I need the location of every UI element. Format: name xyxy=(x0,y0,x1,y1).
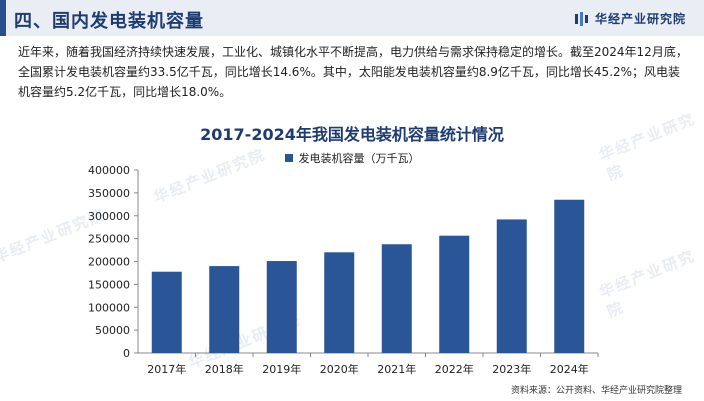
legend-swatch xyxy=(284,154,293,162)
y-tick-label: 200000 xyxy=(88,256,130,269)
page-title: 四、国内发电装机容量 xyxy=(14,11,204,32)
y-tick-label: 250000 xyxy=(88,233,130,246)
y-tick-label: 400000 xyxy=(88,164,130,177)
chart-title: 2017-2024年我国发电装机容量统计情况 xyxy=(200,125,504,144)
bar xyxy=(151,271,182,353)
legend: 发电装机容量（万千瓦） xyxy=(0,150,704,166)
bar xyxy=(381,244,412,353)
bar xyxy=(496,219,527,353)
intro-paragraph: 近年来，随着我国经济持续快速发展，工业化、城镇化水平不断提高，电力供给与需求保持… xyxy=(18,45,688,99)
bar xyxy=(554,199,585,353)
y-tick-label: 350000 xyxy=(88,187,130,200)
legend-label: 发电装机容量（万千瓦） xyxy=(298,152,420,165)
y-tick-label: 50000 xyxy=(95,324,130,337)
x-tick-label: 2023年 xyxy=(492,362,531,376)
x-tick-label: 2024年 xyxy=(550,362,589,376)
x-tick-label: 2018年 xyxy=(205,362,244,376)
bar xyxy=(324,252,355,353)
y-tick-label: 0 xyxy=(123,347,130,360)
x-tick-label: 2019年 xyxy=(262,362,301,376)
brand-logo-icon xyxy=(574,11,588,26)
y-tick-label: 300000 xyxy=(88,210,130,223)
y-tick-label: 150000 xyxy=(88,278,130,291)
brand: 华经产业研究院 xyxy=(574,10,686,27)
x-tick-label: 2020年 xyxy=(320,362,359,376)
bar xyxy=(209,266,240,353)
bar xyxy=(266,261,297,353)
x-tick-label: 2021年 xyxy=(377,362,416,376)
x-tick-label: 2017年 xyxy=(147,362,186,376)
bar xyxy=(439,235,470,353)
brand-name: 华经产业研究院 xyxy=(594,12,686,26)
y-tick-label: 100000 xyxy=(88,301,130,314)
source-note: 资料来源：公开资料、华经产业研究院整理 xyxy=(510,386,682,396)
header-accent xyxy=(0,0,6,36)
x-tick-label: 2022年 xyxy=(435,362,474,376)
